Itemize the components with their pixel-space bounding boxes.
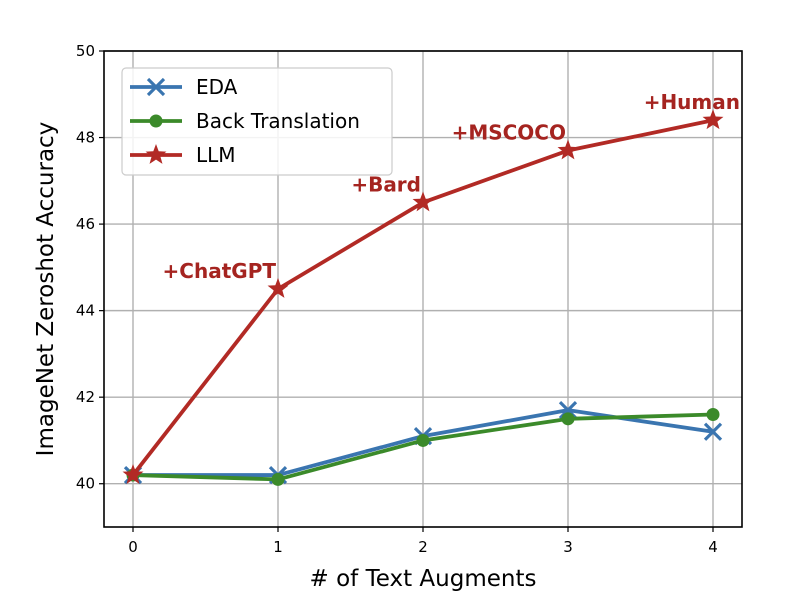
y-tick-label: 46	[76, 215, 95, 233]
legend-marker	[145, 144, 167, 164]
data-point	[561, 412, 575, 426]
y-axis-title: ImageNet Zeroshot Accuracy	[33, 122, 59, 457]
data-point	[122, 464, 144, 484]
annotations: +ChatGPT +Bard +MSCOCO +Human	[163, 90, 740, 283]
legend-label: Back Translation	[196, 109, 360, 133]
data-point	[706, 407, 720, 421]
annotation-label: +MSCOCO	[452, 121, 566, 145]
axis-ticks: 0 1 2 3 4 40 42 44 46 48 50	[76, 42, 718, 556]
x-tick-label: 0	[128, 538, 138, 556]
x-tick-label: 2	[418, 538, 428, 556]
legend-entry: EDA	[130, 75, 238, 99]
series-llm	[122, 109, 724, 484]
legend-entry: LLM	[130, 143, 236, 167]
legend-entry: Back Translation	[130, 109, 360, 133]
annotation-label: +ChatGPT	[163, 259, 277, 283]
legend-label: LLM	[196, 143, 236, 167]
data-point	[271, 472, 285, 486]
y-tick-label: 44	[76, 302, 95, 320]
annotation-label: +Bard	[351, 172, 421, 196]
y-tick-label: 40	[76, 475, 95, 493]
y-tick-label: 48	[76, 129, 95, 147]
data-point	[416, 433, 430, 447]
x-tick-label: 4	[708, 538, 718, 556]
data-point	[702, 109, 724, 130]
series-lines	[122, 109, 724, 486]
x-axis-title: # of Text Augments	[310, 566, 537, 592]
y-tick-label: 50	[76, 42, 95, 60]
legend-box	[121, 67, 393, 176]
x-tick-label: 1	[273, 538, 283, 556]
data-point	[412, 191, 434, 212]
x-tick-label: 3	[563, 538, 573, 556]
annotation-label: +Human	[644, 90, 740, 114]
x-marker-stroke	[146, 77, 166, 97]
data-point	[703, 422, 723, 441]
legend-marker	[146, 77, 166, 97]
legend-marker	[149, 114, 163, 128]
y-tick-label: 42	[76, 388, 95, 406]
x-marker-stroke	[703, 422, 723, 441]
data-point	[267, 278, 289, 298]
legend: EDA Back Translation LLM	[121, 67, 393, 176]
data-point	[557, 139, 579, 160]
legend-label: EDA	[196, 75, 238, 99]
